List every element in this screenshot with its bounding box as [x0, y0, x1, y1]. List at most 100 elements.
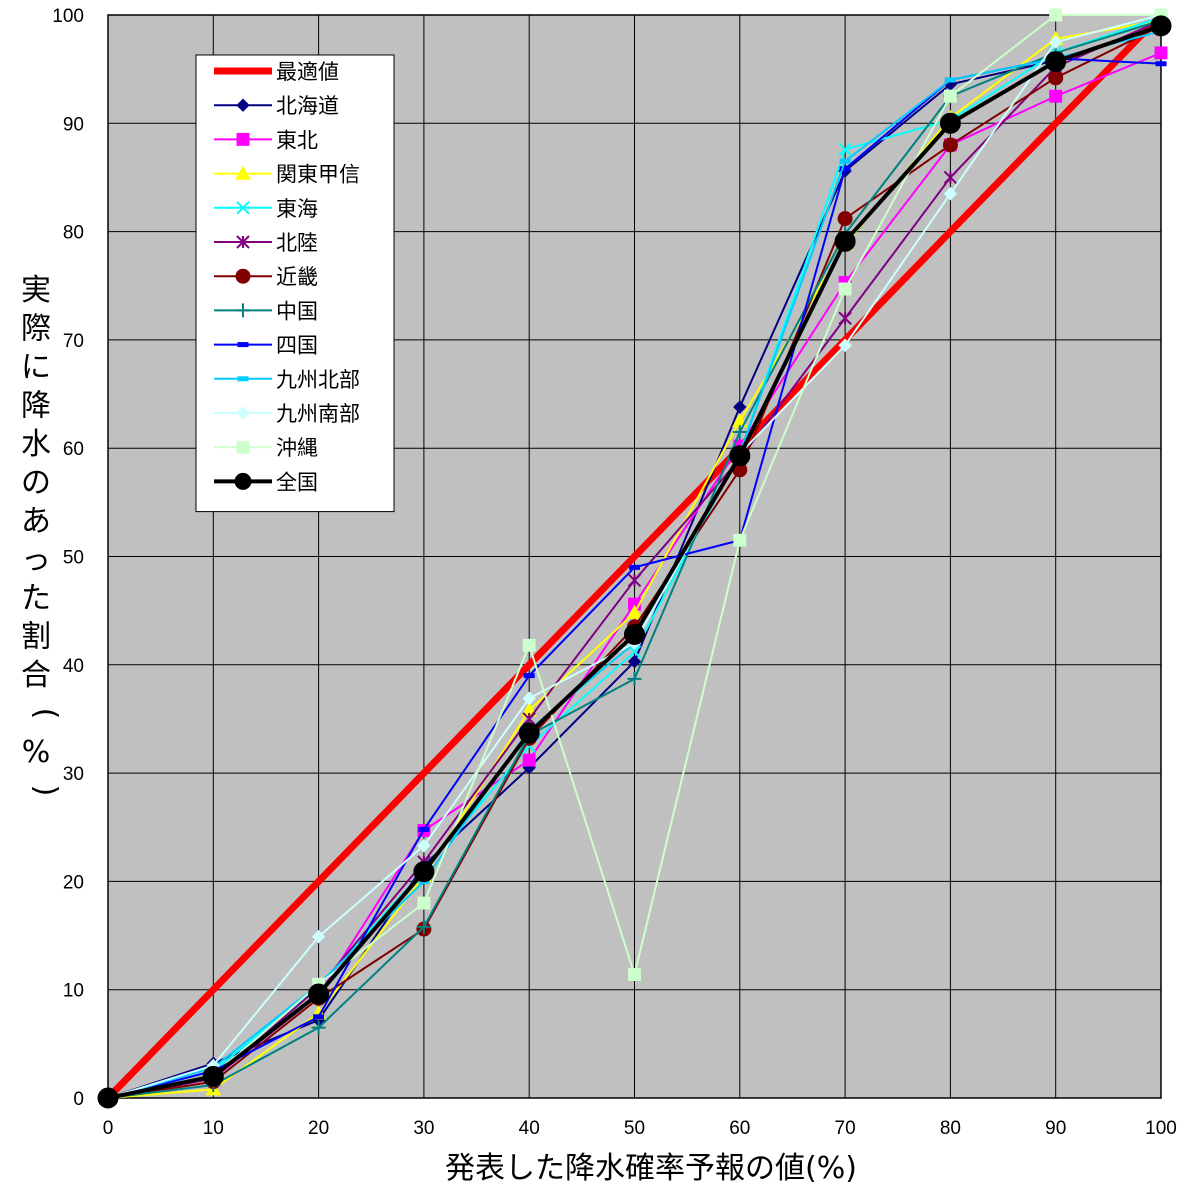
legend-item: 九州北部 — [214, 368, 360, 392]
data-point — [417, 838, 431, 853]
data-point — [523, 673, 535, 679]
y-tick-label: 30 — [63, 764, 84, 785]
x-axis-title: 発表した降水確率予報の値(%) — [445, 1151, 857, 1186]
legend-item: 四国 — [214, 334, 318, 358]
data-point — [311, 1020, 326, 1035]
y-tick-label: 80 — [63, 223, 84, 244]
data-point — [417, 896, 431, 910]
legend-item: 全国 — [214, 470, 318, 494]
data-point — [627, 671, 642, 686]
data-point — [839, 158, 851, 164]
legend-item: 北陸 — [214, 231, 318, 255]
legend-label: 北陸 — [276, 231, 318, 255]
series-lines — [97, 8, 1172, 1109]
y-tick-label: 60 — [63, 439, 84, 460]
y-title-char: 実 — [21, 273, 51, 308]
series-line — [105, 12, 1164, 1101]
data-point — [1048, 70, 1064, 86]
x-tick-label: 60 — [729, 1118, 750, 1139]
legend-label: 沖縄 — [276, 436, 318, 460]
y-title-char: 際 — [21, 312, 51, 347]
x-tick-label: 70 — [835, 1118, 856, 1139]
x-tick-label: 0 — [103, 1118, 114, 1139]
y-title-char: あ — [21, 504, 51, 539]
y-title-char: 降 — [21, 389, 51, 424]
data-point — [627, 654, 642, 669]
series-12 — [97, 15, 1172, 1109]
y-tick-label: 70 — [63, 331, 84, 352]
legend-item: 九州南部 — [214, 402, 360, 426]
legend-item: 東海 — [214, 197, 318, 221]
y-title-char: 水 — [21, 427, 51, 462]
legend-item: 北海道 — [214, 94, 339, 118]
x-tick-label: 30 — [413, 1118, 434, 1139]
data-point — [839, 166, 851, 172]
data-point — [838, 338, 852, 353]
data-point — [522, 753, 536, 767]
data-point — [518, 722, 540, 744]
x-tick-label: 20 — [308, 1118, 329, 1139]
legend-label: 九州北部 — [276, 368, 360, 392]
data-point — [729, 445, 751, 467]
y-axis-tick-labels: 0 10 20 30 40 50 60 70 80 90 100 — [52, 6, 84, 1110]
data-point — [733, 533, 747, 547]
data-point — [838, 282, 852, 296]
legend-marker — [236, 303, 250, 318]
legend-item: 近畿 — [214, 265, 318, 289]
data-point — [1150, 15, 1172, 37]
data-point — [416, 919, 431, 934]
y-tick-label: 0 — [73, 1089, 84, 1110]
data-point — [1049, 8, 1063, 22]
data-point — [308, 983, 330, 1005]
y-title-char: % — [22, 735, 51, 770]
data-point — [942, 137, 958, 153]
data-point — [311, 929, 326, 944]
data-point — [838, 311, 852, 325]
data-point — [838, 142, 852, 156]
data-point — [627, 645, 642, 659]
data-point — [522, 638, 536, 652]
legend-box — [195, 54, 395, 513]
legend-label: 関東甲信 — [276, 163, 360, 187]
data-point — [624, 623, 645, 645]
legend-label: 最適値 — [276, 60, 339, 84]
legend-item: 中国 — [214, 299, 318, 323]
legend-item: 最適値 — [214, 60, 339, 84]
y-title-char: 割 — [21, 620, 51, 655]
data-point — [629, 564, 640, 570]
data-point — [1155, 61, 1167, 67]
data-point — [202, 1065, 224, 1087]
legend-marker — [236, 98, 250, 112]
legend-label: 四国 — [276, 334, 318, 358]
legend-label: 九州南部 — [276, 402, 360, 426]
x-tick-label: 40 — [519, 1118, 540, 1139]
series-0 — [105, 12, 1164, 1101]
y-tick-label: 50 — [63, 548, 84, 569]
data-point — [522, 691, 536, 706]
data-point — [943, 89, 957, 103]
data-point — [834, 230, 856, 252]
data-point — [943, 186, 958, 201]
legend-marker — [236, 235, 250, 249]
y-title-char: っ — [21, 543, 51, 578]
x-tick-label: 90 — [1045, 1118, 1066, 1139]
x-tick-label: 10 — [203, 1118, 224, 1139]
legend-marker — [234, 472, 252, 490]
legend-label: 北海道 — [276, 94, 339, 118]
legend-marker — [236, 440, 250, 454]
data-point — [627, 573, 642, 588]
data-point — [1048, 35, 1063, 49]
legend-label: 近畿 — [276, 265, 318, 289]
legend-label: 東海 — [276, 197, 318, 221]
y-tick-label: 100 — [52, 6, 84, 27]
x-tick-label: 80 — [940, 1118, 961, 1139]
legend-item: 沖縄 — [214, 436, 318, 460]
data-point — [97, 1087, 119, 1109]
y-title-char: ( — [28, 708, 63, 720]
y-tick-label: 10 — [63, 981, 84, 1002]
data-point — [837, 211, 853, 227]
y-tick-label: 90 — [63, 114, 84, 135]
legend-marker — [236, 132, 250, 146]
